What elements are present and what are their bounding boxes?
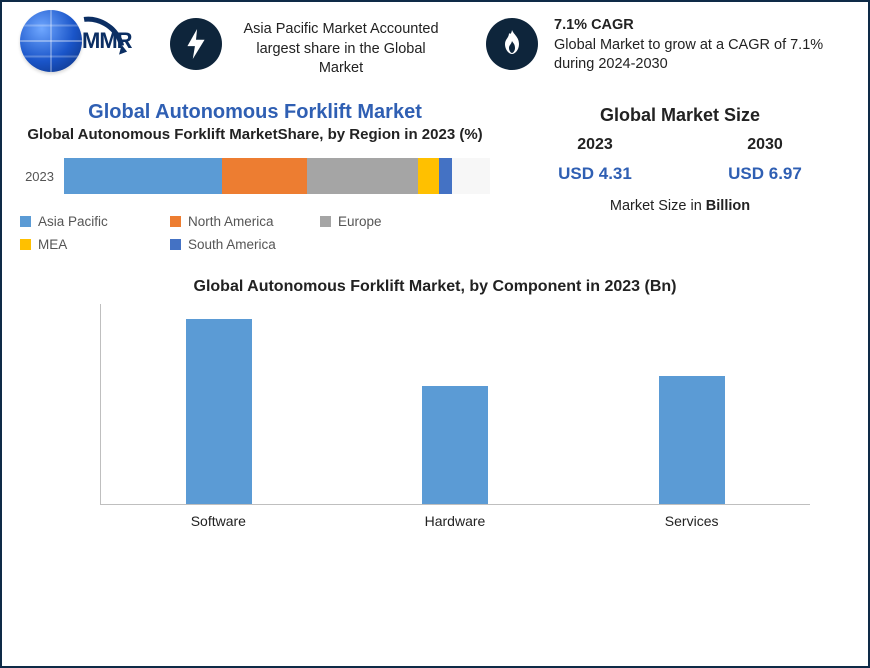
- legend-swatch-icon: [320, 216, 331, 227]
- component-xlabel: Software: [168, 513, 268, 529]
- component-bar: [186, 319, 252, 504]
- market-size-years: 2023 2030: [510, 136, 850, 154]
- market-size-note: Market Size in Billion: [510, 198, 850, 214]
- market-size-value-b: USD 6.97: [728, 164, 802, 184]
- cagr-headline: 7.1% CAGR: [554, 16, 850, 36]
- component-chart-title: Global Autonomous Forklift Market, by Co…: [20, 278, 850, 296]
- component-bar: [659, 376, 725, 504]
- region-chart-title: Global Autonomous Forklift Market: [20, 101, 490, 124]
- cagr-text: Global Market to grow at a CAGR of 7.1% …: [554, 36, 850, 75]
- legend-item: North America: [170, 214, 320, 229]
- legend-label: MEA: [38, 237, 67, 252]
- region-chart: Global Autonomous Forklift Market Global…: [20, 101, 490, 253]
- legend-label: North America: [188, 214, 274, 229]
- legend-swatch-icon: [20, 239, 31, 250]
- market-size-year-a: 2023: [577, 136, 613, 154]
- component-xlabel: Services: [642, 513, 742, 529]
- market-size-values: USD 4.31 USD 6.97: [510, 164, 850, 184]
- legend-label: South America: [188, 237, 276, 252]
- legend-label: Europe: [338, 214, 382, 229]
- stacked-bar-row: 2023: [20, 158, 490, 194]
- legend-item: Europe: [320, 214, 470, 229]
- region-legend: Asia Pacific North America Europe MEA South …: [20, 214, 490, 252]
- stacked-segment: [418, 158, 439, 194]
- market-size-note-unit: Billion: [706, 198, 750, 214]
- legend-swatch-icon: [20, 216, 31, 227]
- stacked-segment: [307, 158, 418, 194]
- flame-icon: [486, 18, 538, 70]
- market-size-year-b: 2030: [747, 136, 783, 154]
- legend-item: MEA: [20, 237, 170, 252]
- legend-swatch-icon: [170, 239, 181, 250]
- legend-swatch-icon: [170, 216, 181, 227]
- component-chart-bars: [101, 304, 810, 504]
- mid-row: Global Autonomous Forklift Market Global…: [20, 101, 850, 253]
- lightning-icon: [170, 18, 222, 70]
- logo: MMR: [20, 10, 160, 72]
- stacked-segment: [439, 158, 452, 194]
- legend-item: South America: [170, 237, 320, 252]
- stacked-segment: [64, 158, 222, 194]
- component-chart-plot: [100, 304, 810, 505]
- market-size-note-prefix: Market Size in: [610, 198, 706, 214]
- component-chart-xlabels: Software Hardware Services: [100, 513, 810, 529]
- legend-item: Asia Pacific: [20, 214, 170, 229]
- stacked-row-label: 2023: [20, 169, 54, 184]
- infographic-frame: MMR Asia Pacific Market Accounted larges…: [0, 0, 870, 668]
- component-bar: [422, 386, 488, 504]
- highlight-asia-pacific: Asia Pacific Market Accounted largest sh…: [236, 20, 446, 79]
- market-size-value-a: USD 4.31: [558, 164, 632, 184]
- market-size-panel: Global Market Size 2023 2030 USD 4.31 US…: [510, 101, 850, 253]
- top-row: MMR Asia Pacific Market Accounted larges…: [20, 14, 850, 79]
- component-chart: Global Autonomous Forklift Market, by Co…: [20, 278, 850, 529]
- stacked-bar-track: [64, 158, 490, 194]
- region-chart-subtitle: Global Autonomous Forklift MarketShare, …: [20, 126, 490, 145]
- highlight-cagr: 7.1% CAGR Global Market to grow at a CAG…: [554, 16, 850, 75]
- legend-label: Asia Pacific: [38, 214, 108, 229]
- stacked-segment: [222, 158, 307, 194]
- market-size-title: Global Market Size: [510, 105, 850, 126]
- component-xlabel: Hardware: [405, 513, 505, 529]
